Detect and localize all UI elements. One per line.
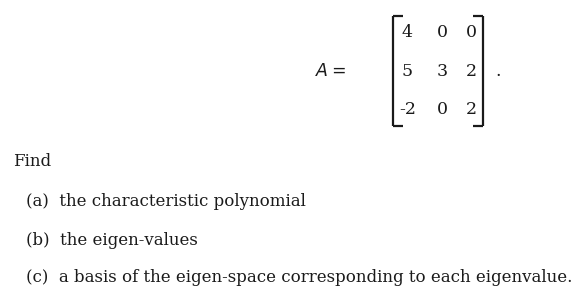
Text: (c)  a basis of the eigen-space corresponding to each eigenvalue.: (c) a basis of the eigen-space correspon… xyxy=(26,269,573,286)
Text: 3: 3 xyxy=(436,63,448,80)
Text: 2: 2 xyxy=(466,63,477,80)
Text: 2: 2 xyxy=(466,101,477,119)
Text: 5: 5 xyxy=(402,63,413,80)
Text: Find: Find xyxy=(13,153,51,170)
Text: (b)  the eigen-values: (b) the eigen-values xyxy=(26,232,198,249)
Text: 0: 0 xyxy=(437,24,448,41)
Text: 4: 4 xyxy=(402,24,413,41)
Text: 0: 0 xyxy=(466,24,477,41)
Text: .: . xyxy=(496,63,501,80)
Text: $A=$: $A=$ xyxy=(315,63,346,80)
Text: 0: 0 xyxy=(437,101,448,119)
Text: -2: -2 xyxy=(399,101,416,119)
Text: (a)  the characteristic polynomial: (a) the characteristic polynomial xyxy=(26,193,306,211)
